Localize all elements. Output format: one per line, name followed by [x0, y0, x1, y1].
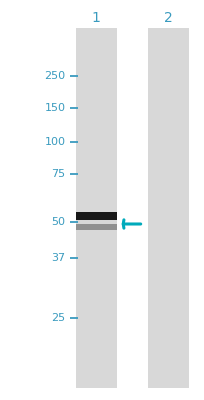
Bar: [75, 224, 116, 230]
Text: 150: 150: [44, 103, 65, 113]
Text: 1: 1: [91, 11, 100, 25]
Text: 100: 100: [44, 137, 65, 147]
Text: 25: 25: [51, 313, 65, 323]
Bar: [147, 28, 188, 388]
Bar: [75, 212, 116, 220]
Bar: [75, 28, 116, 388]
Text: 37: 37: [51, 253, 65, 263]
Text: 75: 75: [51, 169, 65, 179]
Text: 2: 2: [163, 11, 172, 25]
Text: 50: 50: [51, 217, 65, 227]
Text: 250: 250: [44, 71, 65, 81]
